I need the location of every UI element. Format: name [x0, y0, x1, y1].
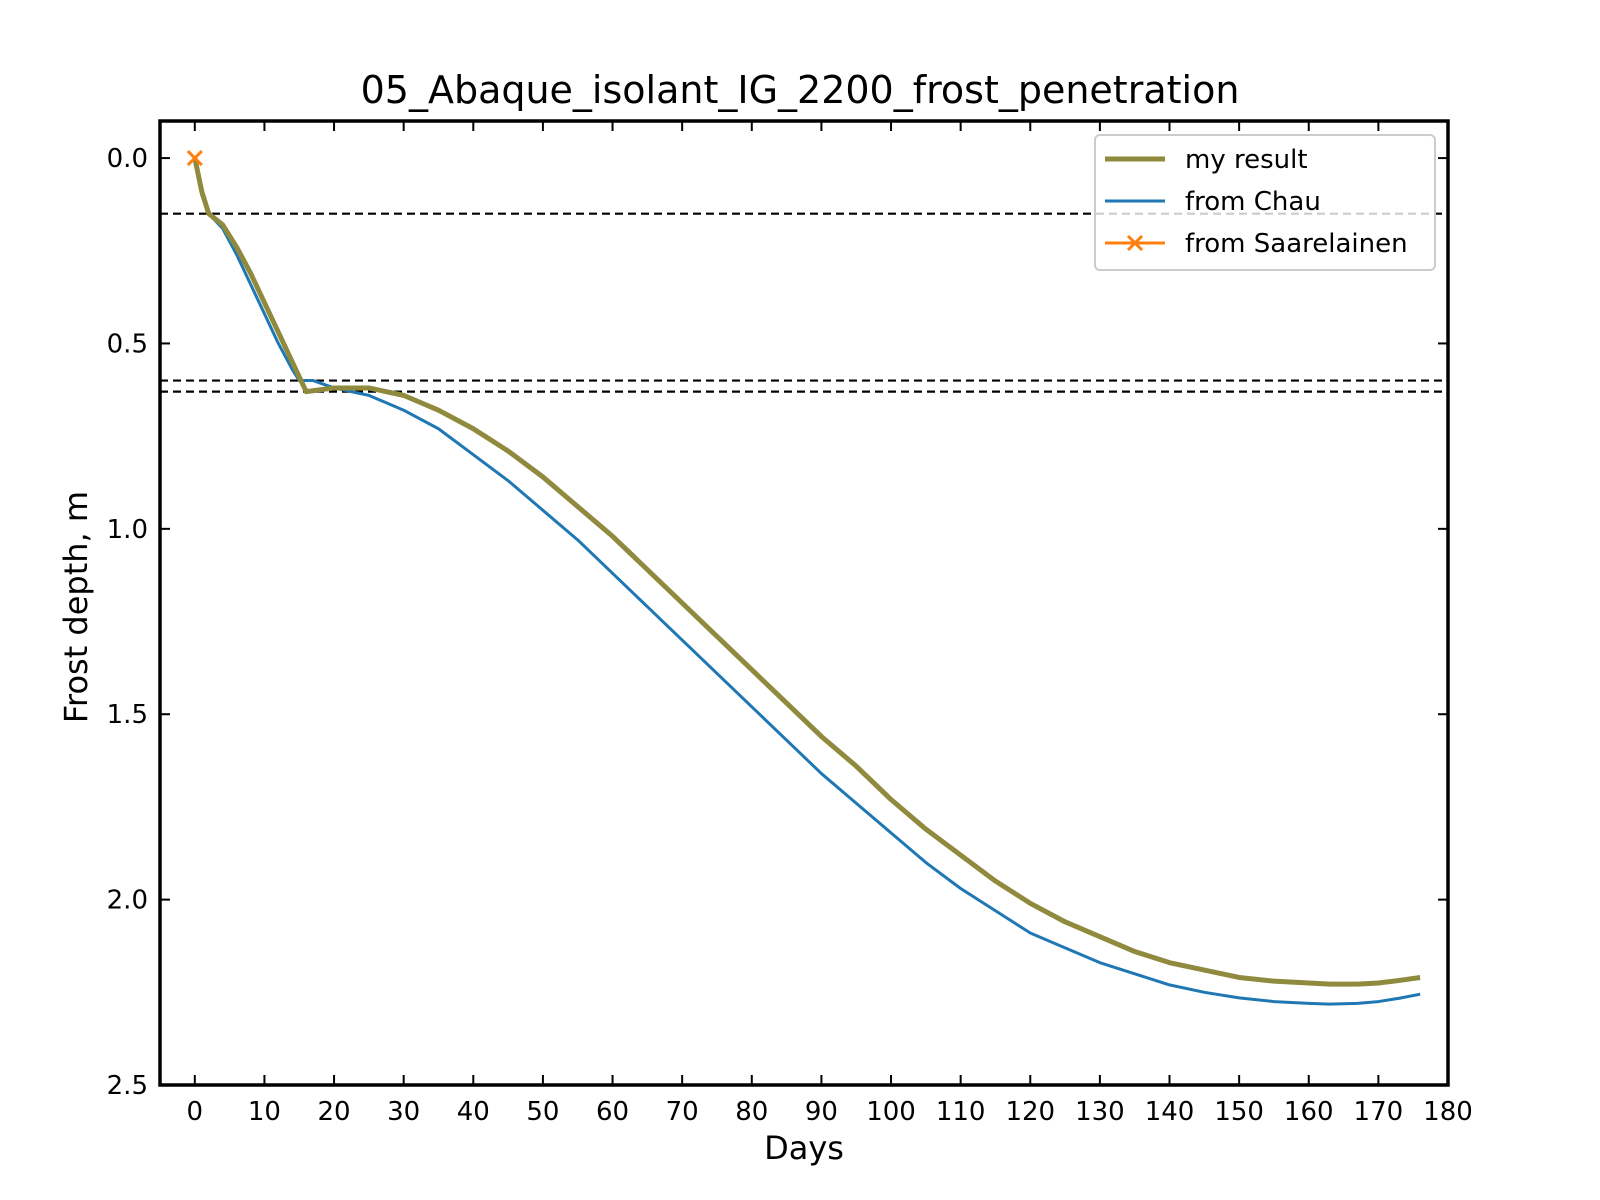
x-tick-label: 130	[1075, 1097, 1125, 1127]
x-tick-label: 0	[187, 1097, 204, 1127]
x-tick-label: 30	[387, 1097, 420, 1127]
legend-label: from Chau	[1185, 187, 1321, 217]
x-tick-label: 160	[1284, 1097, 1334, 1127]
legend-label: from Saarelainen	[1185, 229, 1408, 259]
x-tick-label: 140	[1145, 1097, 1195, 1127]
y-tick-label: 0.5	[107, 329, 148, 359]
x-tick-label: 110	[936, 1097, 986, 1127]
y-tick-label: 2.5	[107, 1071, 148, 1101]
x-tick-label: 50	[526, 1097, 559, 1127]
x-tick-label: 100	[866, 1097, 916, 1127]
x-tick-label: 120	[1005, 1097, 1055, 1127]
x-axis-label: Days	[764, 1129, 844, 1167]
x-tick-label: 60	[596, 1097, 629, 1127]
series-marker-from-saarelainen	[186, 150, 203, 167]
x-tick-label: 20	[318, 1097, 351, 1127]
axes-frame	[158, 119, 1450, 1087]
x-tick-label: 170	[1354, 1097, 1404, 1127]
x-tick-label: 10	[248, 1097, 281, 1127]
y-tick-label: 0.0	[107, 144, 148, 174]
x-tick-label: 90	[805, 1097, 838, 1127]
y-tick-label: 1.0	[107, 515, 148, 545]
y-axis-label: Frost depth, m	[57, 491, 95, 723]
legend-label: my result	[1185, 145, 1308, 175]
plot-area: 0 10 20 30 40 50 60 70 80 90 100 110 120 130 140 150 160…	[107, 119, 1473, 1127]
x-tick-label: 180	[1423, 1097, 1473, 1127]
x-tick-label: 70	[666, 1097, 699, 1127]
series-line-from-chau	[193, 157, 1421, 1006]
legend-box	[1094, 134, 1436, 271]
series-line-my-result	[192, 157, 1421, 987]
legend-item-from-saarelainen: from Saarelainen	[1105, 229, 1408, 259]
x-tick-label: 150	[1214, 1097, 1264, 1127]
legend-marker-stroke-b	[1126, 234, 1144, 252]
y-tick-label: 2.0	[107, 886, 148, 916]
legend-item-from-chau: from Chau	[1105, 187, 1321, 217]
x-tick-label: 40	[457, 1097, 490, 1127]
chart-title: 05_Abaque_isolant_IG_2200_frost_penetrat…	[361, 68, 1240, 112]
x-tick-label: 80	[735, 1097, 768, 1127]
marker-stroke-b	[186, 150, 203, 167]
y-tick-label: 1.5	[107, 700, 148, 730]
legend-item-my-result: my result	[1105, 145, 1308, 175]
legend: my result from Chau from Saarelainen	[1094, 134, 1436, 271]
